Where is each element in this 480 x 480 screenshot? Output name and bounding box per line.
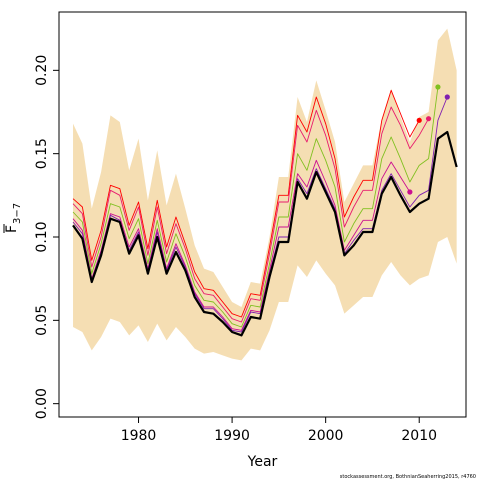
retro-end-point-4	[407, 189, 413, 195]
retro-line-3	[72, 86, 439, 328]
retro-line-4	[72, 159, 411, 331]
y-axis-label: F 3−7	[3, 203, 23, 233]
retro-line-1	[72, 89, 420, 318]
x-tick-label: 1990	[214, 428, 250, 444]
plot-frame	[58, 11, 467, 418]
credit-text: stockassessment.org, BothnianSeaherring2…	[340, 474, 476, 480]
y-tick-label: 0.05	[34, 305, 50, 336]
retro-end-point-2	[425, 116, 432, 122]
y-axis-label-subscript: 3−7	[12, 203, 23, 224]
x-tick-label: 1980	[121, 428, 157, 444]
x-tick-label: 2010	[401, 428, 437, 444]
y-axis: 0.00 0.05 0.10 0.15 0.20	[34, 55, 59, 419]
y-tick-label: 0.10	[34, 221, 50, 252]
final-estimate-line	[72, 130, 458, 337]
retro-end-point-1	[416, 117, 422, 123]
retro-end-point-3	[435, 84, 441, 90]
confidence-band-layer	[73, 28, 457, 361]
retro-end-point-5	[444, 94, 450, 100]
y-tick-label: 0.20	[34, 55, 50, 86]
y-tick-label: 0.00	[34, 388, 50, 419]
x-axis-label: Year	[247, 454, 278, 470]
y-axis-label-main: F	[4, 225, 20, 233]
confidence-band	[73, 28, 457, 361]
series-layer	[72, 86, 458, 337]
x-tick-label: 2000	[308, 428, 344, 444]
y-tick-label: 0.15	[34, 138, 50, 169]
x-axis: 1980 1990 2000 2010	[121, 417, 437, 444]
end-marker-layer	[407, 84, 450, 195]
retro-line-2	[72, 106, 429, 323]
